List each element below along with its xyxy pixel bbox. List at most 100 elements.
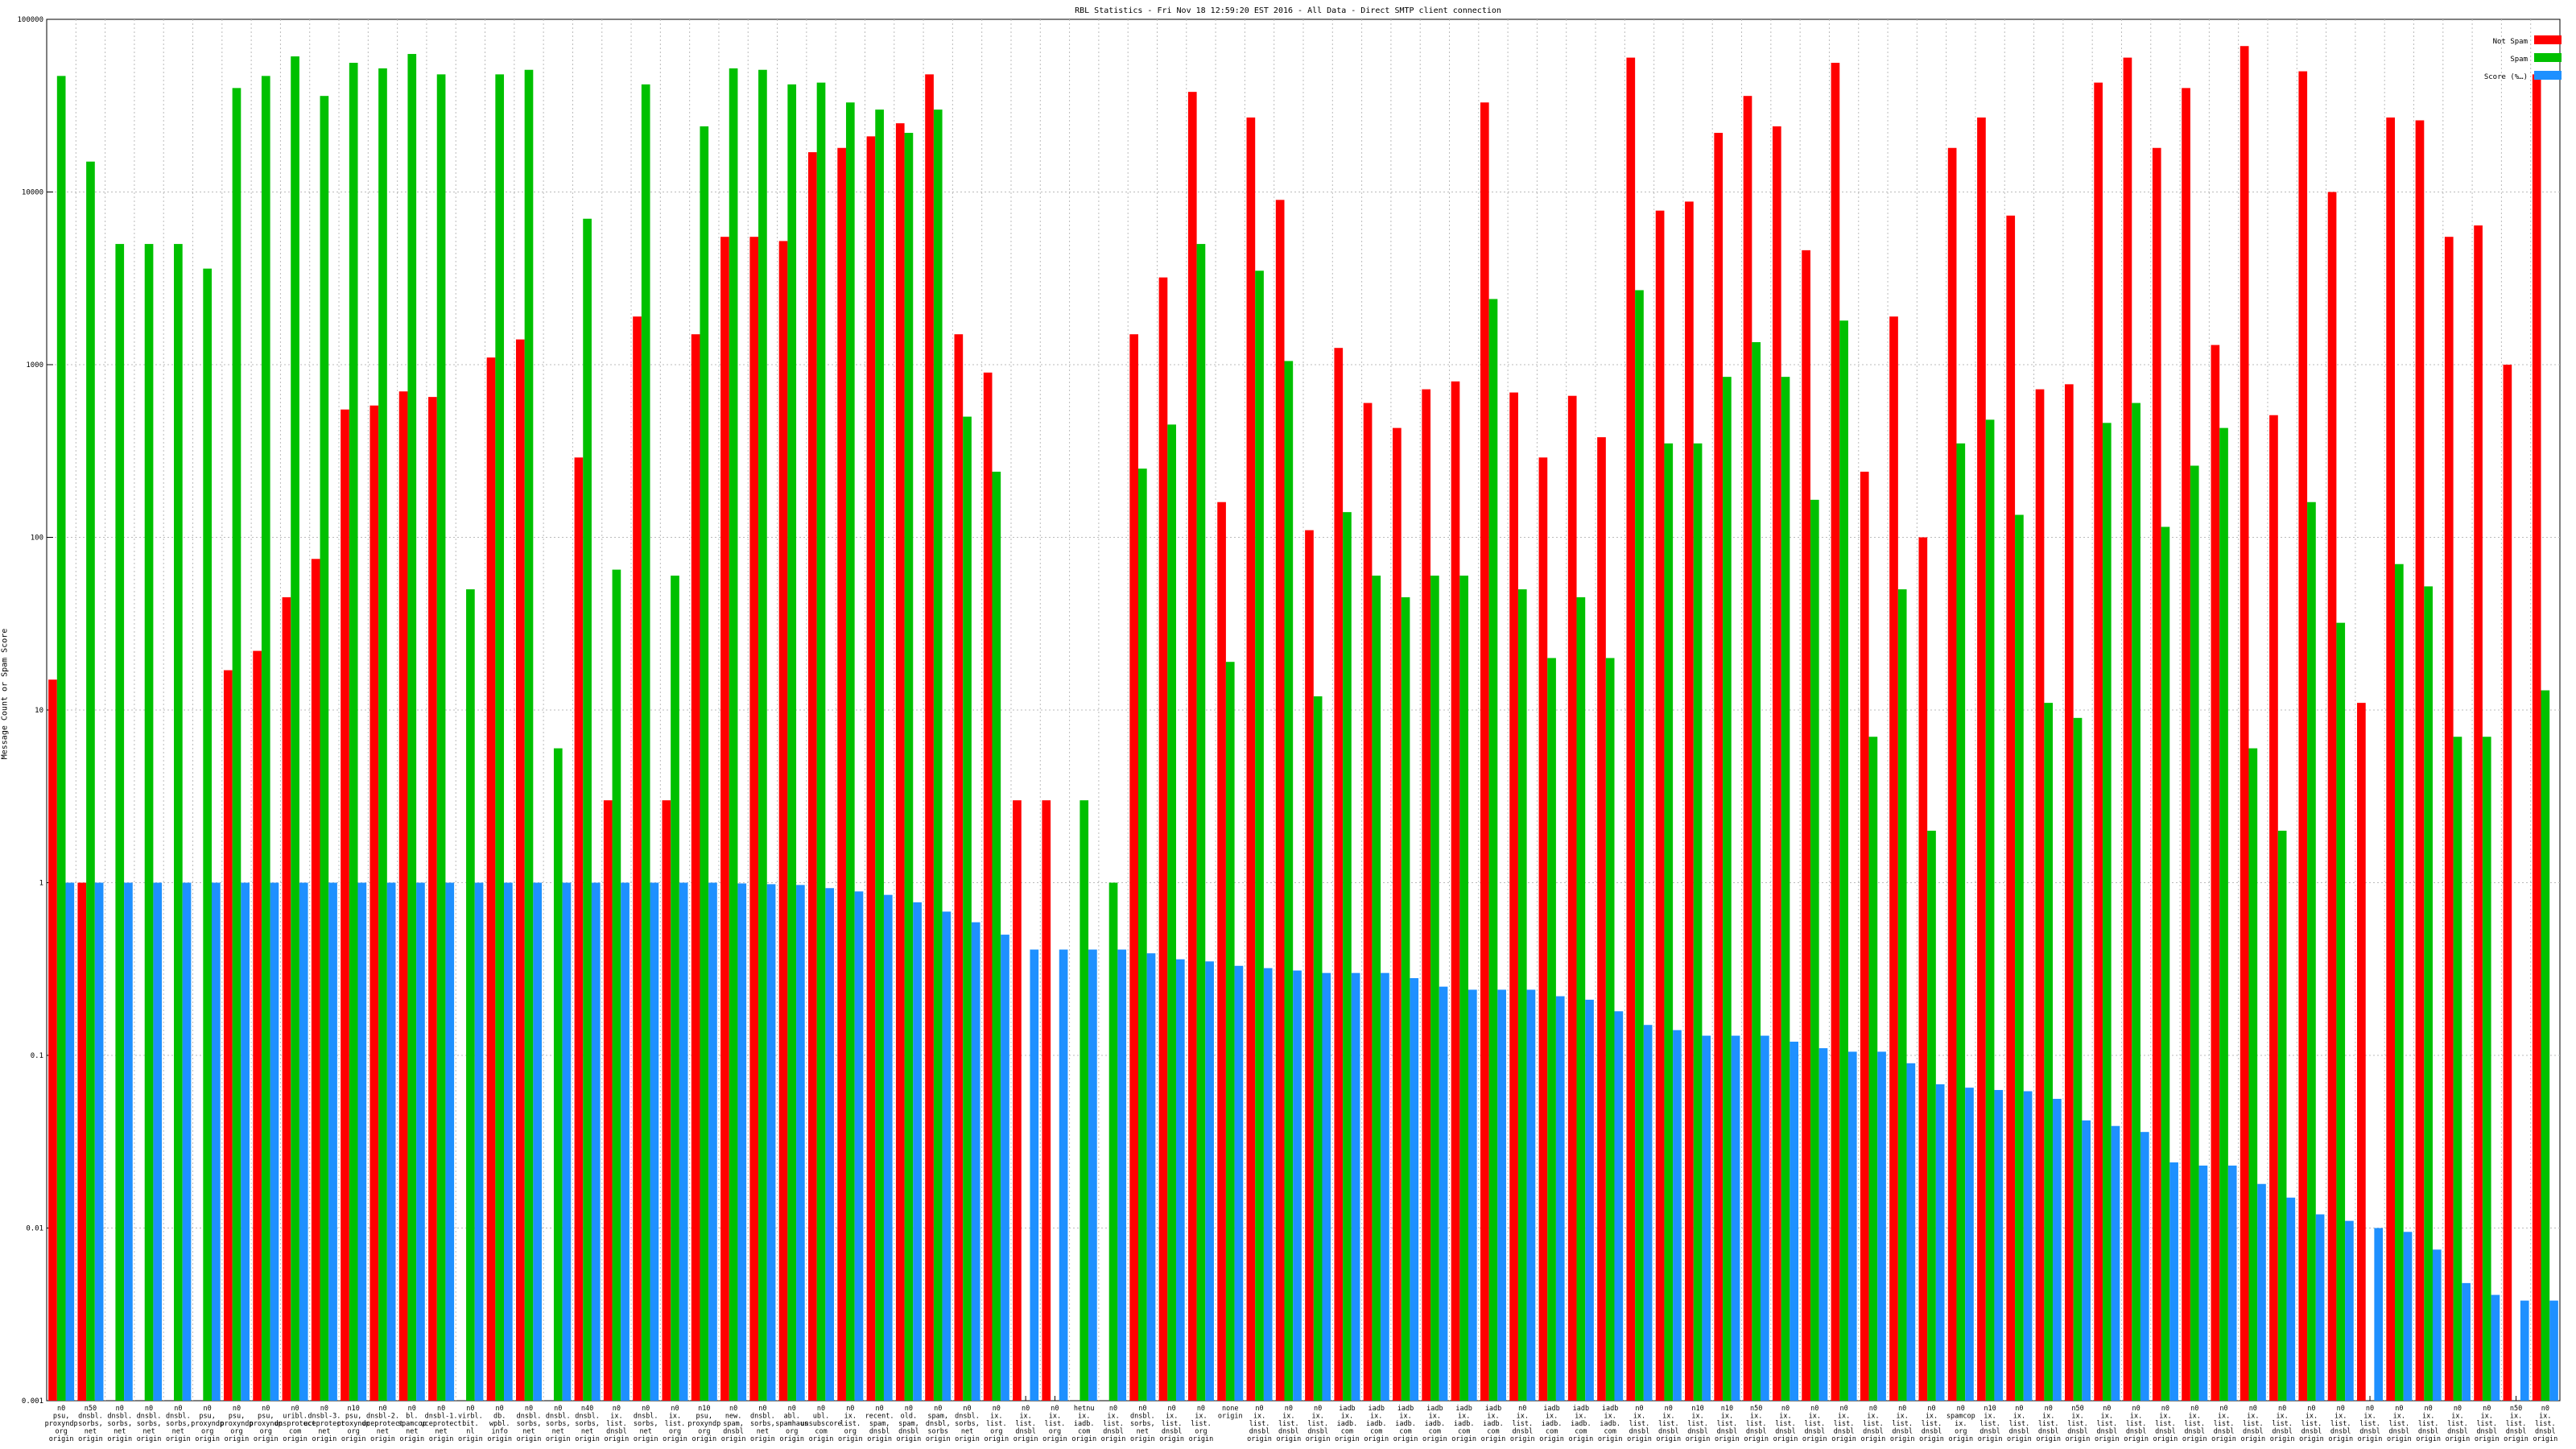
x-category-label-line: org <box>1955 1428 1967 1436</box>
x-category-label-line: n0 <box>2190 1405 2198 1413</box>
x-category-label: n0 ix. list. dnsbl origin <box>2358 1405 2383 1443</box>
x-category-label-line: net <box>961 1428 973 1436</box>
not-spam-bar <box>2328 192 2337 1402</box>
x-category-label-line: dnsbl. <box>78 1413 103 1421</box>
x-category-label-line: sorbs, <box>78 1420 103 1428</box>
spam-bar <box>1285 361 1294 1401</box>
x-category-label-line: n0 <box>437 1405 445 1413</box>
spam-bar <box>1956 444 1965 1401</box>
score-bar <box>1790 1042 1798 1401</box>
x-category-label-line: ix. <box>1195 1413 1207 1421</box>
x-category-label-line: dnsbl <box>1015 1428 1036 1436</box>
x-category-label-line: origin <box>1422 1435 1447 1443</box>
x-category-label-line: origin <box>1715 1435 1740 1443</box>
score-bar <box>1264 968 1273 1401</box>
x-category-label-line: list. <box>1015 1420 1036 1428</box>
x-category-label-line: origin <box>2299 1435 2324 1443</box>
x-category-label-line: dnsbl <box>1922 1428 1942 1436</box>
not-spam-bar <box>1276 200 1285 1401</box>
x-category-label-line: n0 <box>2015 1405 2023 1413</box>
x-category-label-line: ix. <box>2218 1413 2230 1421</box>
score-bar <box>737 883 746 1401</box>
x-category-label: n0 ix. list. dnsbl origin <box>2328 1405 2353 1443</box>
x-category-label-line: ix. <box>1809 1413 1821 1421</box>
x-category-label-line: list. <box>2447 1420 2468 1428</box>
x-category-label-line: origin <box>1773 1435 1798 1443</box>
spam-bar <box>2132 403 2140 1401</box>
x-category-label-line: dnsbl <box>1804 1428 1825 1436</box>
x-category-label-line: ix. <box>1897 1413 1909 1421</box>
x-category-label-line: n0 <box>671 1405 679 1413</box>
x-category-label: none origin <box>1218 1405 1243 1421</box>
x-category-label-line: ix. <box>2334 1413 2347 1421</box>
x-category-label-line: list. <box>1922 1420 1942 1428</box>
x-category-label-line: origin <box>809 1435 834 1443</box>
x-category-label-line: abl. <box>783 1413 799 1421</box>
score-bar <box>1352 973 1360 1401</box>
x-category-label: n0 ix. list. dnsbl origin <box>1276 1405 1301 1443</box>
x-category-label-line: origin <box>1101 1435 1126 1443</box>
y-tick-label: 10 <box>35 707 43 715</box>
not-spam-bar <box>487 357 496 1401</box>
x-category-label-line: iadb. <box>1571 1420 1591 1428</box>
x-category-label: n0 ix. list. dnsbl origin <box>1919 1405 1944 1443</box>
x-category-label-line: n0 <box>320 1405 328 1413</box>
x-category-label-line: dnsbl <box>2476 1428 2497 1436</box>
x-category-label-line: origin <box>1627 1435 1652 1443</box>
x-category-label-line: net <box>757 1428 769 1436</box>
x-category-label-line: ix. <box>990 1413 1002 1421</box>
x-category-label-line: origin <box>1686 1435 1711 1443</box>
not-spam-bar <box>399 391 408 1401</box>
x-category-label: n0 ix. list. dnsbl origin <box>1101 1405 1126 1443</box>
x-category-label-line: n0 <box>642 1405 650 1413</box>
x-category-label-line: spam, <box>898 1420 919 1428</box>
spam-bar <box>1197 244 1206 1401</box>
spam-bar <box>2483 737 2491 1401</box>
not-spam-bar <box>1480 102 1489 1401</box>
score-bar <box>1585 1000 1594 1401</box>
not-spam-bar <box>1685 201 1694 1401</box>
spam-bar <box>1518 589 1527 1401</box>
spam-bar <box>86 162 95 1401</box>
not-spam-bar <box>1305 530 1314 1401</box>
x-category-label-line: n0 <box>233 1405 241 1413</box>
x-category-label-line: list. <box>2214 1420 2235 1428</box>
x-category-label-line: list. <box>1892 1420 1913 1428</box>
x-category-label-line: origin <box>137 1435 162 1443</box>
x-category-label-line: dnsbl. <box>137 1413 162 1421</box>
x-category-label-line: n0 <box>1869 1405 1877 1413</box>
y-tick-label: 0.001 <box>22 1397 43 1406</box>
score-bar <box>2491 1295 2500 1401</box>
x-category-label-line: ix. <box>2276 1413 2288 1421</box>
score-bar <box>855 891 864 1401</box>
x-category-label: n0 ix. list. dnsbl origin <box>2533 1405 2557 1443</box>
x-category-label-line: none <box>1222 1405 1238 1413</box>
x-category-label-line: n0 <box>174 1405 182 1413</box>
x-category-label-line: n0 <box>2425 1405 2433 1413</box>
not-spam-bar <box>837 148 846 1401</box>
x-category-label-line: ix. <box>1867 1413 1879 1421</box>
x-category-label: n0 ix. list. dnsbl origin <box>2416 1405 2441 1443</box>
x-category-label-line: dnsbl <box>1249 1428 1270 1436</box>
x-category-label-line: origin <box>2036 1435 2061 1443</box>
x-category-label-line: origin <box>1948 1435 1973 1443</box>
x-category-label-line: ix. <box>669 1413 681 1421</box>
x-category-label: iadb ix. iadb. com origin <box>1539 1405 1564 1443</box>
x-category-label-line: n0 <box>408 1405 416 1413</box>
not-spam-bar <box>2065 384 2074 1401</box>
x-category-label-line: ix. <box>1458 1413 1470 1421</box>
x-category-label-line: n0 <box>993 1405 1001 1413</box>
x-category-label: n0 ix. list. org origin <box>1189 1405 1214 1443</box>
x-category-label-line: origin <box>1802 1435 1827 1443</box>
x-category-label-line: list. <box>1249 1420 1270 1428</box>
x-category-label-line: wpbl. <box>489 1420 510 1428</box>
x-category-label-line: dnsbl <box>1629 1428 1650 1436</box>
spam-bar <box>2015 515 2024 1401</box>
x-category-label-line: dnsbl <box>2155 1428 2176 1436</box>
x-category-label: n0 ix. list. dnsbl origin <box>2240 1405 2265 1443</box>
spam-bar <box>1402 597 1410 1401</box>
x-category-label-line: n10 <box>1721 1405 1733 1413</box>
x-category-label-line: ix. <box>2159 1413 2171 1421</box>
not-spam-bar <box>1364 403 1373 1401</box>
y-tick-label: 10000 <box>22 189 43 197</box>
